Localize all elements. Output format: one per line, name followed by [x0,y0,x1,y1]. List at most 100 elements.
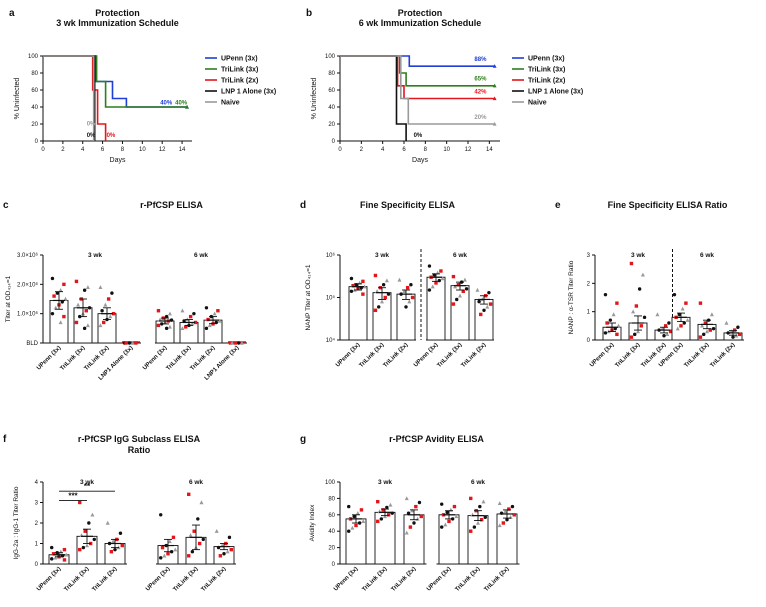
data-point [668,329,673,334]
legend-entry: UPenn (3x) [221,56,258,63]
data-point [229,547,233,552]
y-tick-label: 3.0×10⁶ [17,252,39,259]
series-end-marker [185,104,189,109]
group-label: 3 wk [631,252,645,259]
legend-entry: TriLink (3x) [528,67,565,74]
percent-annotation: 40% [175,100,188,106]
data-point [390,511,394,515]
data-point [685,317,690,322]
data-point [397,277,402,282]
data-point [197,541,202,546]
y-tick-label: 60 [328,88,335,94]
series-line [43,55,95,141]
data-point [381,283,386,287]
legend-entry: UPenn (3x) [528,56,565,63]
data-point [158,317,163,322]
data-point [731,335,735,339]
data-point [605,321,609,325]
data-point [464,287,469,291]
data-point [410,508,415,513]
y-axis-label: IgG-2a : IgG-1 Titer Ratio [13,486,20,559]
data-point [184,325,188,329]
y-tick-label: 1.0×10⁶ [17,311,39,318]
data-point [82,326,87,331]
data-point [359,508,364,512]
data-point [469,496,473,501]
data-point [483,515,487,519]
data-point [634,304,639,308]
data-point [373,273,378,278]
group-label: 6 wk [700,252,714,259]
data-point [472,525,477,529]
data-point [383,514,387,519]
data-point [156,323,161,328]
data-point [404,305,408,309]
data-point [85,543,89,548]
y-tick-label: 20 [328,546,335,552]
data-point [404,496,409,501]
data-point [479,518,484,522]
data-point [352,514,356,519]
data-point [236,341,241,345]
panel-subtitle: Ratio [128,445,151,455]
data-point [732,328,737,332]
data-point [109,550,114,554]
data-point [698,301,703,305]
category-label: TriLink (2x) [461,342,488,369]
data-point [409,283,413,287]
data-point [705,329,709,334]
data-point [167,324,172,329]
data-point [469,529,473,533]
data-point [497,501,502,506]
data-point [677,312,682,317]
x-tick-label: 6 [402,147,406,153]
percent-annotation: 0% [107,133,116,139]
data-point [166,552,170,556]
data-point [204,306,209,310]
data-point [476,520,480,525]
data-point [120,543,124,548]
data-point [736,325,740,329]
x-tick-label: 8 [424,147,428,153]
group-label: 3 wk [375,252,389,259]
series-end-marker [492,96,497,101]
data-point [225,549,230,554]
data-point [455,297,459,302]
data-point [383,295,387,300]
data-point [216,309,220,313]
data-point [207,323,212,328]
data-point [180,326,185,331]
data-point [737,332,742,337]
data-point [380,299,384,304]
legend-entry: Naive [221,100,240,107]
category-label: TriLink (2x) [710,342,737,369]
data-point [507,507,511,511]
x-tick-label: 14 [486,147,493,153]
data-point [58,288,63,292]
significance-label: *** [68,491,78,500]
data-point [640,272,645,277]
data-point [451,274,456,279]
y-tick-label: 80 [31,71,38,77]
x-tick-label: 12 [159,147,166,153]
category-label: UPenn (3x) [426,566,452,592]
data-point [51,552,56,556]
legend-entry: TriLink (2x) [221,78,258,85]
data-point [439,269,443,273]
panel-letter: g [300,434,306,445]
data-point [440,502,444,506]
y-axis-label: % Uninfected [14,78,21,120]
data-point [164,314,169,319]
panel-title: r-PfCSP Avidity ELISA [389,434,484,444]
data-point [173,547,178,552]
data-point [477,299,481,304]
data-point [445,510,449,515]
data-point [193,320,198,325]
data-point [108,314,113,319]
data-point [124,341,128,345]
data-point [83,529,87,533]
x-axis-label: Days [110,157,126,164]
panel-title: Protection [398,8,443,18]
category-label: TriLink (3x) [615,342,642,369]
data-point [485,304,490,309]
